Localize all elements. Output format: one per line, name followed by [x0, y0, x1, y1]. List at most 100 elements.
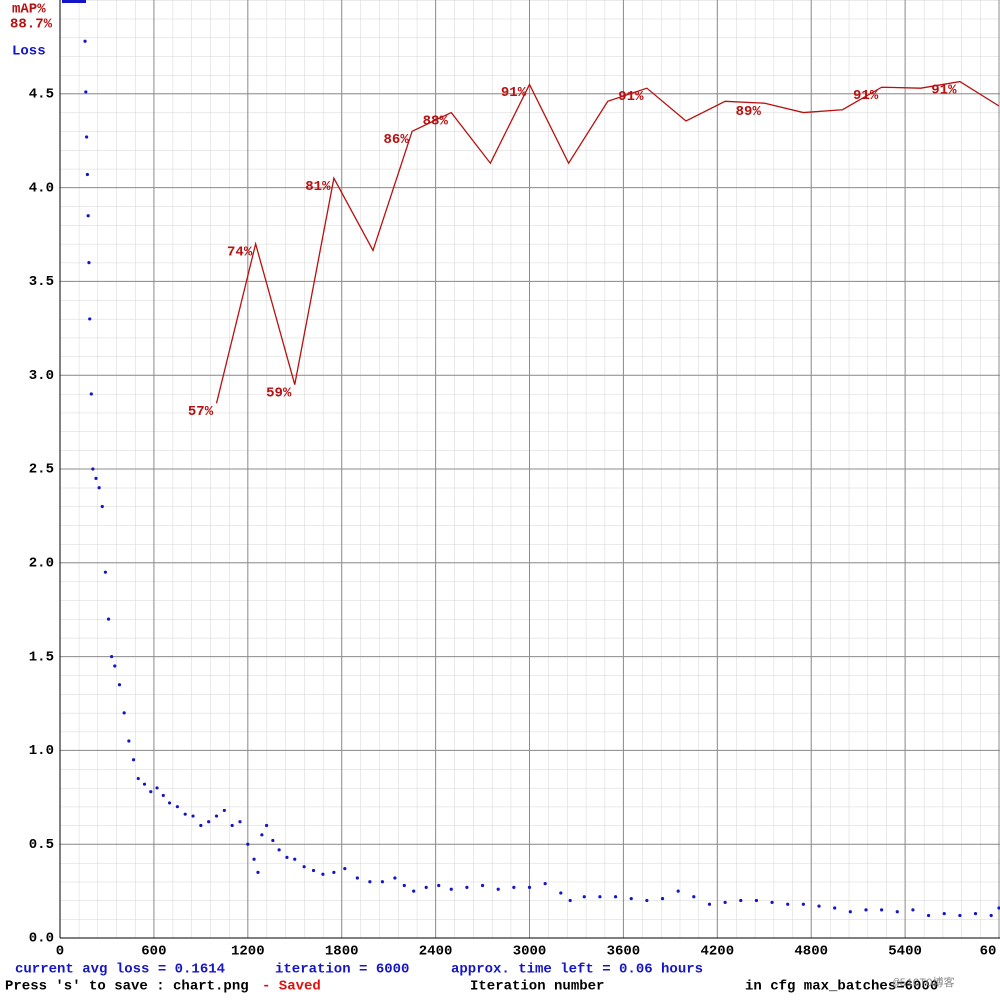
- loss-point: [260, 833, 264, 837]
- watermark: @51CTO博客: [893, 975, 955, 990]
- time-left: approx. time left = 0.06 hours: [451, 962, 703, 978]
- loss-point: [412, 889, 416, 893]
- saved: - Saved: [262, 979, 321, 995]
- loss-point: [880, 908, 884, 912]
- legend-swatch: [62, 0, 86, 3]
- loss-point: [142, 782, 147, 786]
- max-batches: in cfg max_batches=6000: [745, 979, 938, 995]
- data-label: 59%: [266, 385, 292, 401]
- x-axis-label: Iteration number: [470, 979, 604, 995]
- save-hint: Press 's' to save : chart.png: [5, 979, 249, 995]
- data-label: 89%: [736, 104, 762, 120]
- x-tick-label: 0: [56, 944, 64, 960]
- loss-point: [155, 786, 159, 790]
- loss-point: [786, 902, 790, 906]
- y-tick-label: 4.5: [29, 87, 54, 103]
- loss-point: [368, 880, 372, 884]
- loss-point: [707, 902, 712, 906]
- loss-point: [91, 467, 95, 471]
- loss-point: [817, 904, 821, 908]
- y-tick-label: 1.5: [29, 649, 54, 665]
- loss-point: [582, 895, 586, 899]
- loss-point: [321, 872, 325, 876]
- y-tick-label: 3.5: [29, 274, 54, 290]
- loss-point: [559, 891, 563, 895]
- loss-point: [393, 876, 397, 880]
- loss-point: [911, 908, 915, 912]
- y-axis-label: Loss: [12, 44, 46, 60]
- y-tick-label: 0.0: [29, 931, 54, 947]
- y-tick-label: 1.0: [29, 743, 54, 759]
- loss-point: [848, 910, 852, 914]
- y-tick-label: 2.0: [29, 556, 54, 572]
- loss-point: [293, 857, 297, 861]
- loss-point: [402, 883, 406, 888]
- loss-point: [264, 823, 269, 828]
- y-tick-label: 4.0: [29, 180, 54, 196]
- loss-point: [285, 855, 289, 859]
- loss-point: [629, 897, 633, 901]
- loss-point: [100, 504, 104, 509]
- y-tick-label: 2.5: [29, 462, 54, 478]
- loss-point: [833, 906, 837, 910]
- loss-point: [131, 758, 136, 762]
- loss-point: [97, 486, 101, 490]
- loss-point: [238, 820, 242, 824]
- loss-point: [230, 823, 234, 828]
- loss-point: [598, 895, 602, 899]
- loss-point: [754, 898, 759, 903]
- loss-point: [183, 812, 187, 816]
- loss-point: [136, 776, 140, 781]
- loss-point: [424, 885, 428, 889]
- loss-point: [222, 808, 226, 813]
- loss-point: [85, 172, 89, 177]
- loss-point: [465, 885, 469, 889]
- loss-point: [645, 898, 649, 903]
- loss-point: [175, 805, 179, 809]
- loss-point: [89, 392, 93, 396]
- x-tick-label: 1800: [325, 944, 359, 960]
- current-map: 88.7%: [10, 17, 53, 33]
- loss-point: [997, 906, 1000, 910]
- loss-point: [512, 885, 516, 889]
- y-tick-label: 3.0: [29, 368, 54, 384]
- data-label: 91%: [618, 89, 644, 105]
- loss-point: [256, 870, 260, 874]
- loss-point: [94, 476, 98, 480]
- x-tick-label: 1200: [231, 944, 265, 960]
- loss-point: [332, 870, 336, 874]
- loss-point: [277, 848, 281, 852]
- loss-point: [311, 868, 316, 873]
- avg-loss: current avg loss = 0.1614: [15, 962, 225, 978]
- loss-point: [543, 881, 547, 886]
- loss-point: [85, 135, 89, 139]
- map-title: mAP%: [12, 2, 46, 18]
- x-tick-label: 3600: [607, 944, 641, 960]
- loss-point: [973, 912, 978, 916]
- loss-point: [106, 617, 111, 621]
- loss-point: [214, 814, 219, 818]
- iteration: iteration = 6000: [275, 962, 409, 978]
- loss-point: [246, 842, 250, 846]
- data-label: 81%: [305, 179, 331, 195]
- loss-point: [692, 895, 696, 899]
- loss-point: [864, 908, 868, 912]
- loss-point: [568, 898, 572, 903]
- map-line: [215, 80, 1000, 404]
- loss-point: [895, 910, 899, 914]
- loss-point: [660, 897, 665, 901]
- loss-point: [87, 261, 91, 265]
- data-label: 88%: [423, 113, 449, 129]
- loss-point: [161, 793, 165, 798]
- loss-point: [88, 317, 92, 321]
- loss-point: [117, 683, 122, 687]
- loss-point: [380, 880, 384, 884]
- loss-point: [496, 887, 500, 891]
- x-tick-label: 600: [141, 944, 166, 960]
- loss-point: [149, 790, 153, 794]
- loss-point: [527, 885, 532, 889]
- loss-point: [676, 889, 680, 893]
- data-label: 91%: [931, 82, 957, 98]
